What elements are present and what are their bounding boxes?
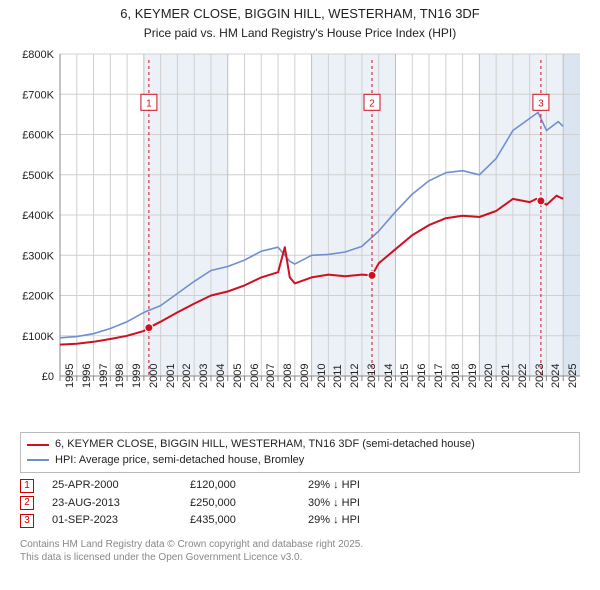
sale-diff: 29% ↓ HPI bbox=[308, 512, 428, 530]
sale-marker-1: 1 bbox=[20, 479, 34, 493]
legend-swatch-hpi bbox=[27, 459, 49, 461]
table-row: 2 23-AUG-2013 £250,000 30% ↓ HPI bbox=[20, 495, 592, 513]
legend-label-price-paid: 6, KEYMER CLOSE, BIGGIN HILL, WESTERHAM,… bbox=[55, 437, 475, 452]
sale-price: £120,000 bbox=[190, 477, 290, 495]
legend-swatch-price-paid bbox=[27, 444, 49, 446]
page-title: 6, KEYMER CLOSE, BIGGIN HILL, WESTERHAM,… bbox=[8, 6, 592, 22]
svg-text:£200K: £200K bbox=[22, 291, 54, 303]
footer-line1: Contains HM Land Registry data © Crown c… bbox=[20, 538, 592, 551]
footer-attribution: Contains HM Land Registry data © Crown c… bbox=[20, 538, 592, 564]
svg-text:1: 1 bbox=[146, 99, 152, 110]
svg-text:3: 3 bbox=[538, 99, 544, 110]
price-chart: £0 £100K £200K £300K £400K £500K £600K £700K £80… bbox=[8, 46, 592, 426]
svg-text:2: 2 bbox=[369, 99, 375, 110]
svg-text:£400K: £400K bbox=[22, 210, 54, 222]
sale-date: 25-APR-2000 bbox=[52, 477, 172, 495]
x-axis-labels: 1995199619971998199920002001200220032004… bbox=[60, 386, 580, 426]
legend-row-price-paid: 6, KEYMER CLOSE, BIGGIN HILL, WESTERHAM,… bbox=[27, 437, 573, 452]
svg-text:£0: £0 bbox=[42, 371, 54, 383]
svg-text:£300K: £300K bbox=[22, 251, 54, 263]
sales-table: 1 25-APR-2000 £120,000 29% ↓ HPI 2 23-AU… bbox=[20, 477, 592, 530]
sale-diff: 29% ↓ HPI bbox=[308, 477, 428, 495]
sale-date: 23-AUG-2013 bbox=[52, 495, 172, 513]
chart-svg: £0 £100K £200K £300K £400K £500K £600K £700K £80… bbox=[8, 46, 592, 416]
sale-marker-2: 2 bbox=[20, 496, 34, 510]
legend-row-hpi: HPI: Average price, semi-detached house,… bbox=[27, 453, 573, 468]
sale-price: £250,000 bbox=[190, 495, 290, 513]
table-row: 1 25-APR-2000 £120,000 29% ↓ HPI bbox=[20, 477, 592, 495]
legend-label-hpi: HPI: Average price, semi-detached house,… bbox=[55, 453, 304, 468]
footer-line2: This data is licensed under the Open Gov… bbox=[20, 551, 592, 564]
svg-text:£600K: £600K bbox=[22, 130, 54, 142]
sale-price: £435,000 bbox=[190, 512, 290, 530]
sale-diff: 30% ↓ HPI bbox=[308, 495, 428, 513]
legend: 6, KEYMER CLOSE, BIGGIN HILL, WESTERHAM,… bbox=[20, 432, 580, 473]
svg-text:£800K: £800K bbox=[22, 49, 54, 61]
svg-text:£500K: £500K bbox=[22, 170, 54, 182]
sale-marker-3: 3 bbox=[20, 514, 34, 528]
svg-text:£100K: £100K bbox=[22, 331, 54, 343]
svg-text:£700K: £700K bbox=[22, 90, 54, 102]
page-subtitle: Price paid vs. HM Land Registry's House … bbox=[8, 26, 592, 40]
sale-date: 01-SEP-2023 bbox=[52, 512, 172, 530]
table-row: 3 01-SEP-2023 £435,000 29% ↓ HPI bbox=[20, 512, 592, 530]
